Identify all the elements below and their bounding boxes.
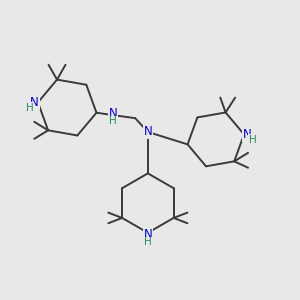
Text: N: N <box>143 228 152 242</box>
Text: N: N <box>143 125 152 139</box>
Text: H: H <box>109 116 117 126</box>
Text: H: H <box>249 135 256 145</box>
Text: N: N <box>109 107 117 120</box>
Text: H: H <box>26 103 33 113</box>
Text: N: N <box>30 96 39 109</box>
Text: H: H <box>144 237 152 248</box>
Text: N: N <box>243 128 252 141</box>
